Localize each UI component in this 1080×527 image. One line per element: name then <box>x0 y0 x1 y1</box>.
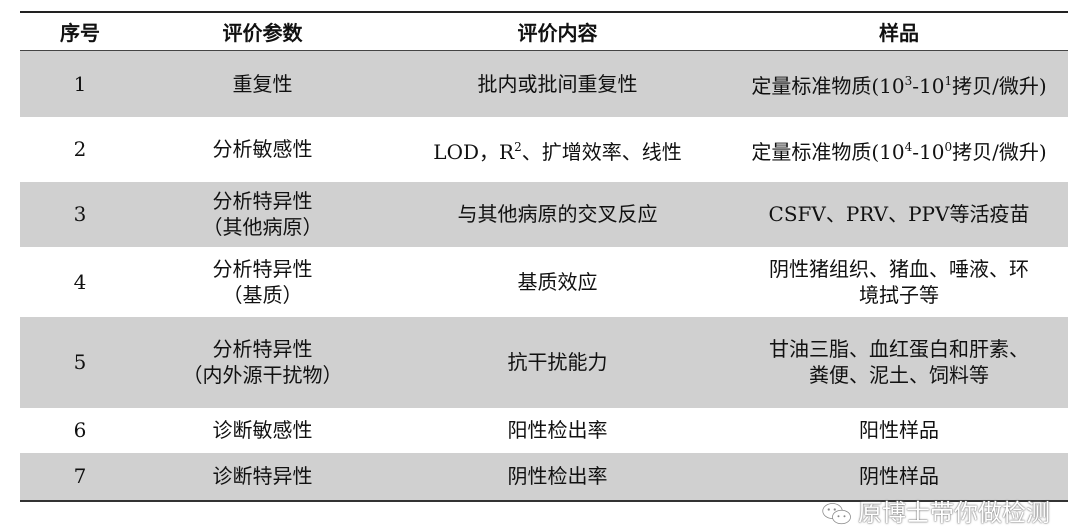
table-row: 7 诊断特异性 阴性检出率 阴性样品 <box>20 452 1068 501</box>
table-row: 6 诊断敏感性 阳性检出率 阳性样品 <box>20 408 1068 453</box>
table-row: 5 分析特异性 （内外源干扰物） 抗干扰能力 甘油三脂、血红蛋白和肝素、 粪便、泥土… <box>20 316 1068 408</box>
cell-no: 5 <box>20 316 140 408</box>
cell-sample: 定量标准物质(103-101拷贝/微升) <box>730 50 1068 117</box>
cell-content: 批内或批间重复性 <box>385 50 730 117</box>
cell-content: 阴性检出率 <box>385 452 730 501</box>
table-row: 1 重复性 批内或批间重复性 定量标准物质(103-101拷贝/微升) <box>20 50 1068 117</box>
watermark: 原博士带你做检测 <box>822 501 1050 526</box>
cell-sample: 阴性样品 <box>730 452 1068 501</box>
cell-param: 诊断特异性 <box>140 452 385 501</box>
cell-param: 分析特异性 （内外源干扰物） <box>140 316 385 408</box>
header-content: 评价内容 <box>517 21 598 45</box>
cell-param: 分析特异性 （基质） <box>212 256 313 307</box>
wechat-icon <box>822 502 851 524</box>
cell-no: 2 <box>73 137 87 161</box>
cell-no: 4 <box>73 269 87 294</box>
cell-content: 基质效应 <box>517 269 598 294</box>
cell-param: 重复性 <box>140 50 385 117</box>
cell-param: 分析特异性 （其他病原） <box>140 181 385 247</box>
cell-content: 阳性检出率 <box>507 418 608 442</box>
cell-param: 分析敏感性 <box>212 137 313 161</box>
table-row: 3 分析特异性 （其他病原） 与其他病原的交叉反应 CSFV、PRV、PPV等活疫… <box>20 181 1068 247</box>
cell-no: 3 <box>20 181 140 247</box>
table-row: 2 分析敏感性 LOD，R2、扩增效率、线性 定量标准物质(104-100拷贝/… <box>20 117 1068 182</box>
cell-no: 1 <box>20 50 140 117</box>
cell-no: 7 <box>20 452 140 501</box>
header-sample: 样品 <box>879 21 919 45</box>
cell-sample: 定量标准物质(104-100拷贝/微升) <box>751 139 1047 164</box>
cell-no: 6 <box>73 418 87 442</box>
header-param: 评价参数 <box>222 21 303 45</box>
header-row: 序号 评价参数 评价内容 样品 <box>20 12 1068 51</box>
cell-content: 与其他病原的交叉反应 <box>385 181 730 247</box>
cell-sample: 阴性猪组织、猪血、唾液、环 境拭子等 <box>769 256 1029 307</box>
cell-content: 抗干扰能力 <box>385 316 730 408</box>
header-no: 序号 <box>60 21 100 45</box>
watermark-text: 原博士带你做检测 <box>858 499 1050 527</box>
table-row: 4 分析特异性 （基质） 基质效应 阴性猪组织、猪血、唾液、环 境拭子等 <box>20 247 1068 317</box>
cell-sample: CSFV、PRV、PPV等活疫苗 <box>730 181 1068 247</box>
evaluation-table: 序号 评价参数 评价内容 样品 1 重复性 批内或批间重复性 定量标准物质(10… <box>20 11 1068 502</box>
cell-sample: 阳性样品 <box>859 418 939 442</box>
cell-content: LOD，R2、扩增效率、线性 <box>433 139 682 164</box>
cell-param: 诊断敏感性 <box>212 418 313 442</box>
cell-sample: 甘油三脂、血红蛋白和肝素、 粪便、泥土、饲料等 <box>730 316 1068 408</box>
